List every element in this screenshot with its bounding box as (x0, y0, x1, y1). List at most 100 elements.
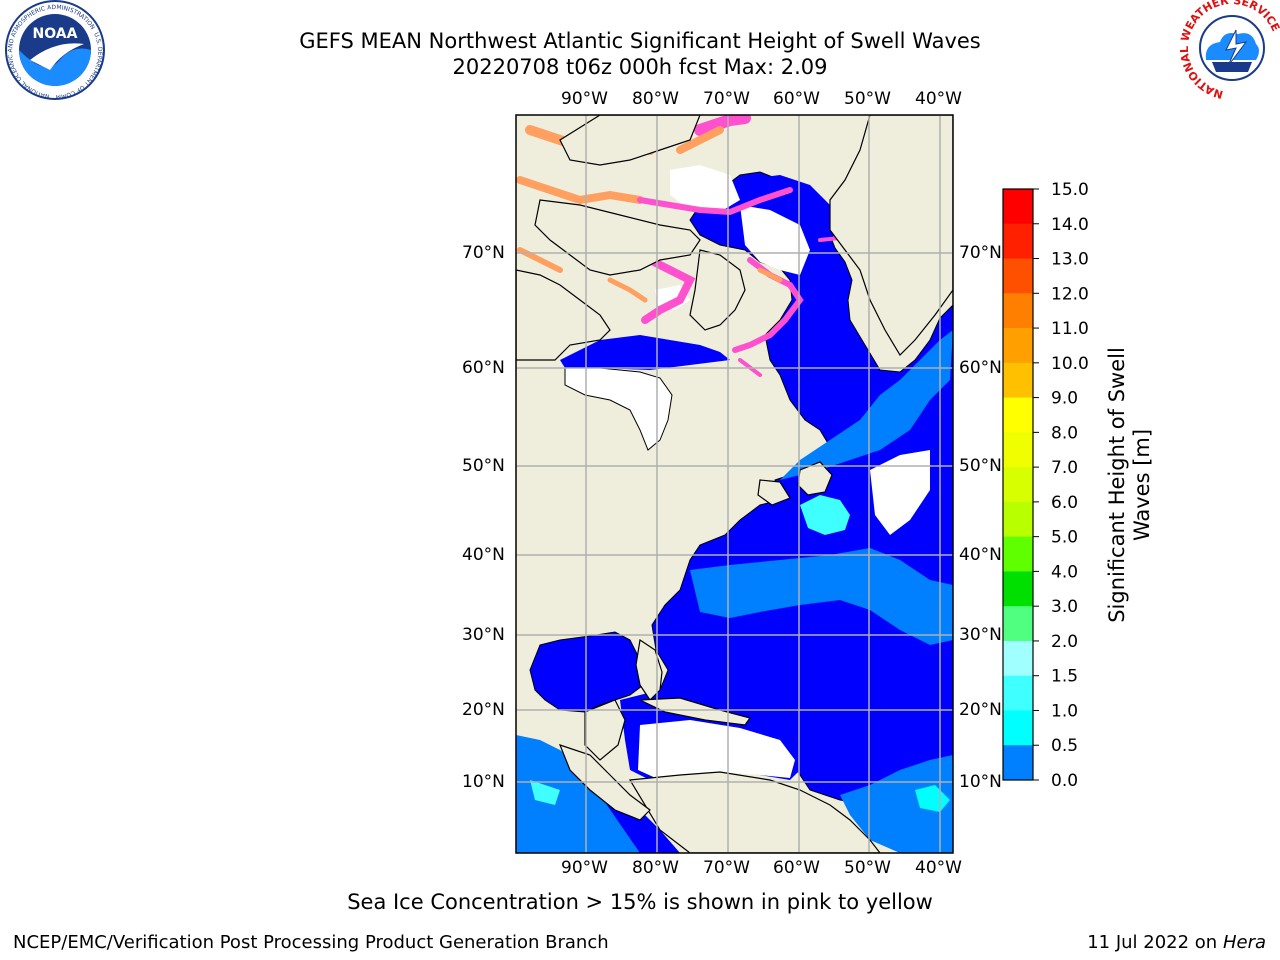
colorbar: 15.0 14.0 13.0 12.0 11.0 10.0 9.0 8.0 7.0 6.0 5.0 4… (1002, 180, 1089, 791)
newfoundland-land (797, 461, 833, 496)
host-name: Hera (1222, 932, 1266, 953)
lon-label-top-80w: 80°W (632, 89, 679, 109)
colorbar-tick-label: 7.0 (1051, 458, 1078, 478)
colorbar-segment (1003, 189, 1033, 225)
nws-logo-icon: NATIONAL WEATHER SERVICE (1178, 0, 1280, 101)
ocean-baffin-blue (740, 175, 835, 250)
colorbar-segment (1003, 258, 1033, 294)
south-america-land (628, 771, 881, 853)
colorbar-segment (1003, 710, 1033, 746)
swell-high-patch (800, 495, 850, 535)
colorbar-tick-label: 13.0 (1051, 250, 1089, 270)
colorbar-tick-label: 1.5 (1051, 667, 1078, 687)
nodata-labrador (870, 450, 930, 535)
greenland-land (829, 115, 953, 356)
colorbar-segment (1003, 432, 1033, 468)
colorbar-segment (1003, 745, 1033, 781)
nodata-baffin (740, 205, 810, 275)
lon-label-top-90w: 90°W (561, 89, 608, 109)
sea-ice-caption: Sea Ice Concentration > 15% is shown in … (347, 890, 933, 914)
colorbar-tick-label: 9.0 (1051, 389, 1078, 409)
lon-label-bottom-70w: 70°W (703, 858, 750, 878)
graticule (516, 115, 953, 853)
lon-label-bottom-60w: 60°W (773, 858, 820, 878)
colorbar-segment (1003, 223, 1033, 260)
swell-high-south (915, 785, 950, 812)
colorbar-tick-label: 8.0 (1051, 423, 1078, 443)
colorbar-tick-label: 0.5 (1051, 736, 1078, 756)
lon-label-bottom-40w: 40°W (915, 858, 962, 878)
date-text: 11 Jul 2022 on (1087, 932, 1223, 953)
colorbar-tick-label: 4.0 (1051, 562, 1078, 582)
lon-label-top-60w: 60°W (773, 89, 820, 109)
lat-label-left-20n: 20°N (462, 700, 505, 720)
map-frame (515, 114, 954, 854)
lat-label-right-30n: 30°N (959, 625, 1002, 645)
colorbar-tick-label: 14.0 (1051, 215, 1089, 235)
lat-label-left-70n: 70°N (462, 243, 505, 263)
lat-label-left-10n: 10°N (462, 772, 505, 792)
lon-label-top-50w: 50°W (844, 89, 891, 109)
colorbar-segment (1003, 397, 1033, 433)
lat-label-left-50n: 50°N (462, 456, 505, 476)
colorbar-segment (1003, 640, 1033, 677)
nodata-arctic (670, 165, 740, 212)
lat-label-right-10n: 10°N (959, 772, 1002, 792)
colorbar-label-line2: Waves [m] (1130, 428, 1154, 542)
colorbar-tick-label: 6.0 (1051, 493, 1078, 513)
lon-label-bottom-80w: 80°W (632, 858, 679, 878)
lat-label-right-50n: 50°N (959, 456, 1002, 476)
colorbar-frame (1002, 188, 1034, 781)
lat-label-right-60n: 60°N (959, 358, 1002, 378)
map-title: GEFS MEAN Northwest Atlantic Significant… (299, 29, 981, 53)
lat-label-right-40n: 40°N (959, 545, 1002, 565)
colorbar-tick-label: 3.0 (1051, 597, 1078, 617)
lat-label-left-30n: 30°N (462, 625, 505, 645)
colorbar-tick-label: 12.0 (1051, 284, 1089, 304)
pacific-swell-patch (530, 780, 560, 805)
colorbar-tick-label: 5.0 (1051, 528, 1078, 548)
swell-band-mid (690, 548, 953, 645)
colorbar-tick-label: 2.0 (1051, 632, 1078, 652)
caribbean-white (638, 720, 795, 780)
noaa-logo-icon: NOAA NATIONAL OCEANIC AND ATMOSPHERIC AD… (0, 0, 105, 100)
map-subtitle: 20220708 t06z 000h fcst Max: 2.09 (452, 55, 828, 79)
lat-label-left-60n: 60°N (462, 358, 505, 378)
colorbar-label-line1: Significant Height of Swell (1105, 347, 1129, 623)
lon-label-bottom-50w: 50°W (844, 858, 891, 878)
colorbar-tick-label: 10.0 (1051, 354, 1089, 374)
nodata-hudson-bay (564, 367, 673, 451)
swell-band-north (780, 330, 953, 480)
colorbar-segment (1003, 675, 1033, 711)
lon-label-top-70w: 70°W (703, 89, 750, 109)
lat-label-right-70n: 70°N (959, 243, 1002, 263)
colorbar-segment (1003, 293, 1033, 329)
svg-text:NOAA: NOAA (33, 26, 78, 42)
colorbar-tick-label: 1.0 (1051, 701, 1078, 721)
baffin-island-land (534, 199, 701, 276)
credit-text: NCEP/EMC/Verification Post Processing Pr… (13, 932, 609, 953)
florida-land (635, 638, 663, 701)
yucatan-land (584, 699, 626, 761)
colorbar-segment (1003, 606, 1033, 642)
arctic-islands-land (559, 115, 701, 166)
ocean-gulf (529, 631, 651, 713)
ocean-hudson-north (560, 335, 730, 370)
colorbar-segment (1003, 571, 1033, 607)
colorbar-segment (1003, 536, 1033, 572)
colorbar-segment (1003, 467, 1033, 503)
date-stamp: 11 Jul 2022 on Hera (1087, 932, 1266, 953)
colorbar-tick-label: 0.0 (1051, 771, 1078, 791)
lat-label-left-40n: 40°N (462, 545, 505, 565)
cuba-land (639, 697, 751, 726)
lat-label-right-20n: 20°N (959, 700, 1002, 720)
colorbar-segment (1003, 328, 1033, 364)
nova-scotia-land (757, 479, 791, 506)
colorbar-segment (1003, 362, 1033, 399)
map-area (516, 115, 953, 853)
colorbar-segment (1003, 501, 1033, 538)
colorbar-tick-label: 15.0 (1051, 180, 1089, 200)
lon-label-bottom-90w: 90°W (561, 858, 608, 878)
colorbar-tick-label: 11.0 (1051, 319, 1089, 339)
